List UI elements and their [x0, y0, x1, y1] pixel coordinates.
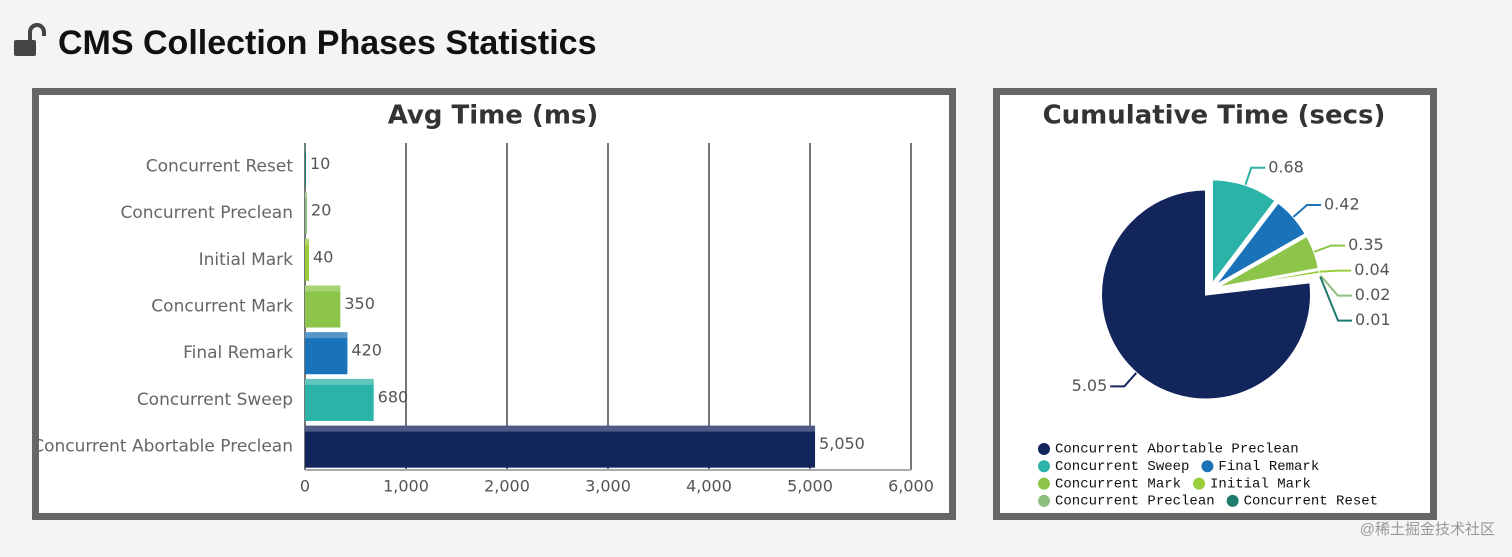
y-tick-label: Concurrent Mark: [151, 297, 293, 317]
pie-slice: [1215, 234, 1321, 289]
page-title: CMS Collection Phases Statistics: [58, 24, 597, 62]
value-label: 420: [351, 341, 382, 360]
bar-highlight: [305, 192, 308, 199]
legend-label: Initial Mark: [1210, 476, 1311, 492]
watermark: @稀土掘金技术社区: [1360, 521, 1495, 538]
y-tick-label: Initial Mark: [199, 250, 294, 270]
y-tick-label: Concurrent Abortable Preclean: [32, 437, 293, 457]
y-tick-label: Concurrent Sweep: [137, 390, 293, 410]
value-label: 0.42: [1324, 194, 1360, 213]
bar: [305, 192, 308, 235]
legend-marker: [1038, 477, 1050, 490]
leader-line: [1110, 372, 1137, 388]
bar-highlight: [305, 332, 348, 339]
legend-label: Concurrent Sweep: [1055, 459, 1189, 475]
leader-line: [1319, 274, 1352, 297]
y-tick-label: Concurrent Preclean: [120, 203, 293, 223]
leader-line: [1292, 203, 1322, 218]
legend-label: Final Remark: [1218, 459, 1319, 475]
legend-marker: [1038, 494, 1050, 507]
bar: [305, 145, 307, 188]
chart-title: Avg Time (ms): [388, 101, 599, 131]
bar-highlight: [305, 145, 307, 152]
value-label: 350: [344, 294, 375, 313]
value-label: 680: [378, 387, 409, 406]
x-tick-label: 2,000: [484, 477, 530, 496]
value-label: 0.02: [1355, 285, 1391, 304]
leader-line: [1319, 276, 1353, 322]
x-tick-label: 3,000: [585, 477, 631, 496]
lock-icon: [14, 23, 46, 56]
legend-label: Concurrent Abortable Preclean: [1055, 442, 1299, 458]
x-tick-label: 6,000: [888, 477, 934, 496]
leader-line: [1319, 269, 1352, 273]
leader-line: [1244, 166, 1266, 186]
bar-highlight: [305, 238, 310, 245]
y-tick-label: Final Remark: [183, 343, 293, 363]
leader-line: [1313, 244, 1346, 253]
value-label: 40: [313, 247, 333, 266]
value-label: 10: [310, 154, 330, 173]
x-tick-label: 5,000: [787, 477, 833, 496]
legend-marker: [1201, 460, 1214, 473]
value-label: 0.68: [1268, 157, 1304, 176]
bar-highlight: [305, 285, 341, 292]
value-label: 0.04: [1354, 260, 1390, 279]
bar: [305, 238, 310, 281]
value-label: 0.35: [1348, 235, 1384, 254]
bar-highlight: [305, 425, 816, 432]
bar-highlight: [305, 378, 374, 385]
x-tick-label: 4,000: [686, 477, 732, 496]
legend-marker: [1193, 477, 1206, 490]
bar: [305, 378, 374, 421]
x-tick-label: 1,000: [383, 477, 429, 496]
value-label: 20: [311, 201, 331, 220]
chart-title: Cumulative Time (secs): [1043, 101, 1386, 131]
pie-slice: [1213, 201, 1308, 287]
legend-marker: [1038, 443, 1050, 455]
value-label: 5.05: [1072, 376, 1108, 395]
x-tick-label: 0: [300, 477, 310, 496]
legend-label: Concurrent Preclean: [1055, 494, 1215, 510]
value-label: 5,050: [819, 434, 865, 453]
legend-label: Concurrent Reset: [1244, 494, 1378, 510]
bar: [305, 332, 348, 375]
y-tick-label: Concurrent Reset: [146, 156, 294, 176]
bar: [305, 285, 341, 328]
bar: [305, 425, 816, 468]
legend-label: Concurrent Mark: [1055, 476, 1181, 492]
legend-marker: [1226, 494, 1239, 507]
legend-marker: [1038, 460, 1050, 473]
value-label: 0.01: [1355, 310, 1391, 329]
